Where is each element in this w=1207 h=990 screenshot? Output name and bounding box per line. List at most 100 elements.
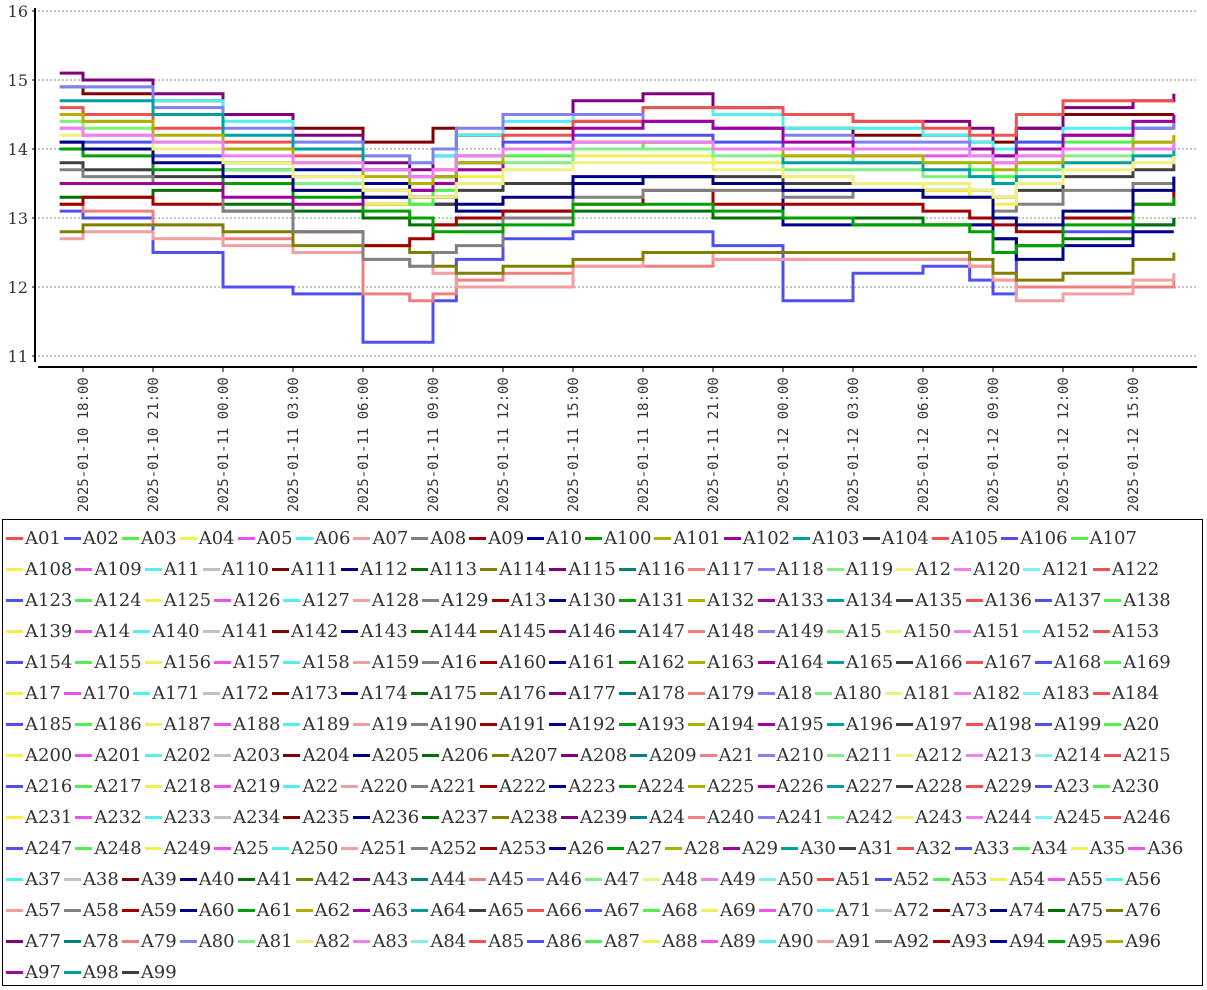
legend-swatch — [179, 940, 197, 943]
legend-item: A104 — [862, 523, 929, 554]
legend-swatch — [1012, 847, 1030, 850]
legend-swatch — [757, 568, 775, 571]
legend-label: A142 — [290, 621, 339, 642]
legend-label: A91 — [835, 931, 872, 952]
legend-item: A54 — [990, 864, 1045, 895]
legend-label: A171 — [152, 683, 200, 704]
legend-item: A219 — [214, 771, 280, 802]
legend-label: A53 — [951, 869, 988, 890]
legend-swatch — [480, 847, 498, 850]
x-tick-label: 2025-01-10 18:00 — [76, 377, 92, 512]
legend-item: A173 — [271, 678, 338, 709]
legend-label: A104 — [881, 528, 929, 549]
legend-label: A66 — [546, 900, 583, 921]
legend-item: A144 — [410, 616, 478, 647]
legend-item: A185 — [6, 709, 72, 740]
legend-item: A74 — [990, 895, 1045, 926]
legend-swatch — [549, 599, 567, 602]
legend-item: A154 — [6, 647, 72, 678]
legend-label: A168 — [1053, 652, 1102, 673]
legend-label: A121 — [1042, 559, 1090, 580]
legend-item: A92 — [874, 926, 930, 957]
legend-item: A217 — [75, 771, 142, 802]
legend-item: A205 — [352, 740, 419, 771]
series-line-A120 — [59, 126, 1176, 179]
legend-label: A158 — [302, 652, 350, 673]
legend-label: A62 — [314, 900, 351, 921]
legend: A01 A02 A03 A04 A05 A06 A07 A08 A09 A10 A100 A101 A1… — [2, 519, 1203, 986]
legend-swatch — [1034, 785, 1052, 788]
legend-item: A79 — [121, 926, 177, 957]
legend-label: A207 — [510, 745, 558, 766]
x-tick-label: 2025-01-11 12:00 — [496, 377, 512, 512]
legend-label: A246 — [1123, 807, 1171, 828]
legend-label: A109 — [94, 559, 142, 580]
legend-swatch — [283, 785, 301, 788]
legend-label: A122 — [1111, 559, 1160, 580]
legend-item: A68 — [642, 895, 698, 926]
legend-swatch — [283, 661, 301, 664]
legend-label: A169 — [1123, 652, 1171, 673]
legend-item: A190 — [410, 709, 477, 740]
legend-swatch — [757, 723, 775, 726]
legend-label: A42 — [314, 869, 351, 890]
legend-swatch — [480, 785, 498, 788]
legend-label: A118 — [776, 559, 824, 580]
legend-swatch — [560, 816, 578, 819]
legend-label: A16 — [441, 652, 478, 673]
legend-swatch — [585, 909, 603, 912]
legend-item: A55 — [1048, 864, 1103, 895]
legend-swatch — [121, 909, 139, 912]
legend-label: A220 — [360, 776, 408, 797]
legend-label: A116 — [637, 559, 686, 580]
legend-swatch — [1106, 940, 1124, 943]
legend-item: A15 — [826, 616, 882, 647]
legend-swatch — [75, 599, 93, 602]
x-tick-label: 2025-01-12 12:00 — [1056, 377, 1072, 512]
legend-swatch — [144, 599, 162, 602]
series-line-A106 — [59, 126, 1174, 192]
legend-label: A65 — [488, 900, 525, 921]
legend-swatch — [1070, 847, 1088, 850]
legend-swatch — [121, 940, 139, 943]
x-tick-label: 2025-01-10 21:00 — [146, 377, 162, 512]
legend-swatch — [237, 537, 255, 540]
legend-swatch — [932, 878, 950, 881]
legend-label: A92 — [893, 931, 930, 952]
legend-item: A58 — [63, 895, 119, 926]
legend-label: A39 — [140, 869, 177, 890]
legend-label: A133 — [776, 590, 824, 611]
legend-item: A160 — [480, 647, 546, 678]
legend-label: A183 — [1042, 683, 1090, 704]
legend-item: A199 — [1034, 709, 1101, 740]
legend-label: A61 — [256, 900, 293, 921]
legend-swatch — [654, 537, 672, 540]
legend-item: A48 — [642, 864, 698, 895]
legend-item: A175 — [410, 678, 477, 709]
legend-item: A235 — [283, 802, 350, 833]
legend-item: A136 — [965, 585, 1032, 616]
series-line-A06 — [59, 85, 1176, 165]
legend-swatch — [954, 630, 972, 633]
legend-label: A103 — [812, 528, 860, 549]
legend-swatch — [874, 878, 892, 881]
legend-label: A48 — [661, 869, 698, 890]
legend-swatch — [237, 909, 255, 912]
legend-swatch — [896, 754, 914, 757]
legend-label: A89 — [719, 931, 756, 952]
legend-item: A117 — [688, 554, 755, 585]
legend-item: A87 — [585, 926, 640, 957]
legend-label: A216 — [25, 776, 73, 797]
legend-swatch — [63, 692, 81, 695]
legend-swatch — [480, 692, 498, 695]
legend-swatch — [214, 661, 232, 664]
legend-swatch — [932, 909, 950, 912]
legend-item: A30 — [781, 833, 836, 864]
legend-label: A106 — [1020, 528, 1068, 549]
legend-swatch — [352, 754, 370, 757]
legend-label: A144 — [429, 621, 478, 642]
legend-label: A111 — [290, 559, 339, 580]
legend-item: A01 — [6, 523, 61, 554]
legend-swatch — [121, 971, 139, 974]
legend-item: A178 — [618, 678, 685, 709]
